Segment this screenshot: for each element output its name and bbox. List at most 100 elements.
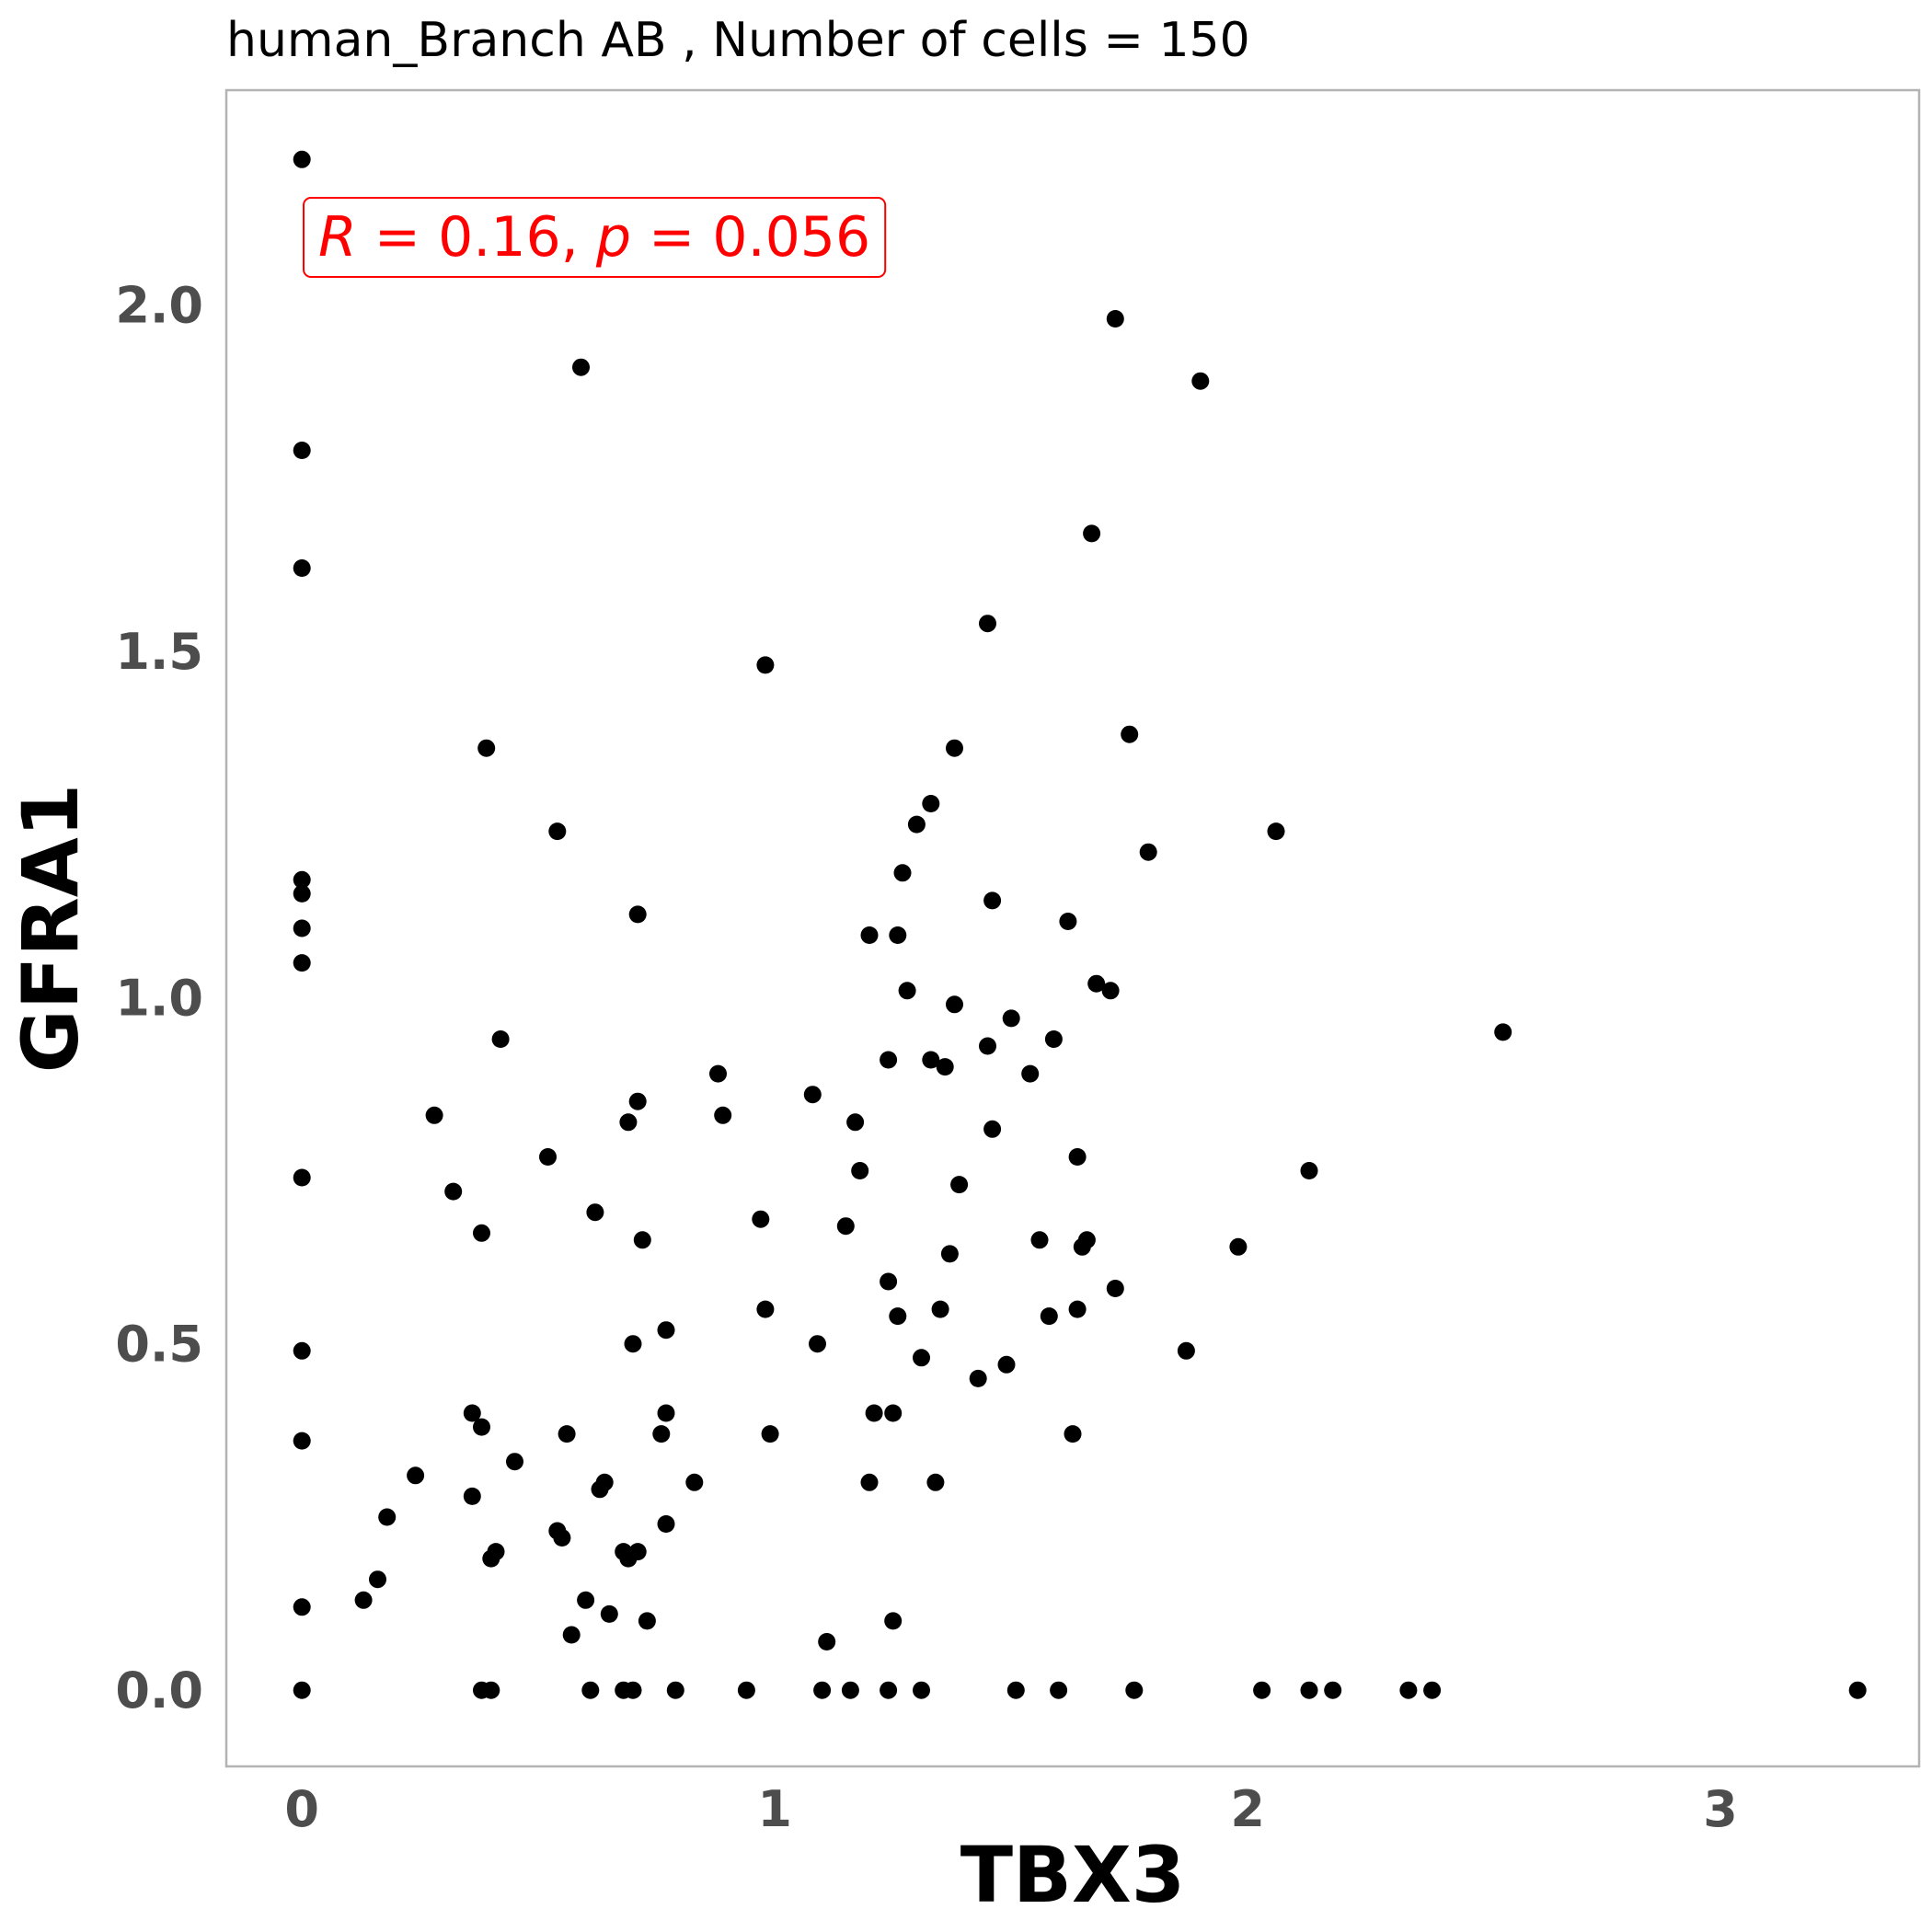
data-point	[846, 1113, 865, 1132]
p-equals: =	[631, 205, 712, 270]
data-points	[293, 150, 1867, 1699]
y-axis-label: GFRA1	[6, 784, 96, 1073]
data-point	[813, 1681, 832, 1699]
data-point	[293, 1432, 311, 1450]
data-point	[293, 1681, 311, 1699]
data-point	[657, 1404, 675, 1422]
data-point	[926, 1473, 945, 1491]
data-point	[889, 1307, 907, 1326]
data-point	[1324, 1681, 1342, 1699]
data-point	[293, 870, 311, 889]
data-point	[893, 864, 912, 882]
data-point	[803, 1086, 822, 1104]
data-point	[936, 1058, 954, 1076]
data-point	[1068, 1148, 1087, 1166]
data-point	[1044, 1030, 1063, 1048]
data-point	[628, 905, 647, 924]
x-tick-label: 0	[284, 1780, 319, 1838]
data-point	[657, 1321, 675, 1340]
data-point	[444, 1182, 463, 1201]
data-point	[473, 1224, 490, 1242]
r-value: 0.16	[438, 205, 561, 270]
data-point	[1423, 1681, 1442, 1699]
chart-title: human_Branch AB , Number of cells = 150	[226, 13, 1250, 68]
data-point	[463, 1404, 481, 1422]
data-point	[752, 1210, 770, 1228]
data-point	[1300, 1162, 1318, 1179]
data-point	[378, 1508, 397, 1526]
data-point	[946, 739, 963, 757]
x-axis-ticks: 0 1 2 3	[284, 1780, 1737, 1838]
data-point	[1125, 1681, 1144, 1699]
data-point	[1139, 843, 1157, 861]
data-point	[969, 1369, 987, 1387]
data-point	[761, 1425, 779, 1443]
annotation-comma: ,	[561, 205, 596, 270]
data-point	[979, 1037, 996, 1055]
correlation-annotation: R = 0.16, p = 0.056	[303, 197, 887, 278]
data-point	[1101, 982, 1120, 1000]
y-axis-ticks: 0.0 0.5 1.0 1.5 2.0	[115, 276, 203, 1719]
data-point	[983, 1120, 1002, 1138]
data-point	[1040, 1307, 1058, 1326]
data-point	[293, 954, 311, 972]
r-equals: =	[357, 205, 438, 270]
data-point	[685, 1473, 704, 1491]
x-tick-label: 2	[1230, 1780, 1265, 1838]
data-point	[1077, 1231, 1096, 1249]
data-point	[548, 822, 567, 841]
data-point	[506, 1453, 523, 1471]
data-point	[737, 1681, 755, 1699]
data-point	[1106, 1280, 1124, 1297]
annotation-text: R = 0.16, p = 0.056	[318, 205, 870, 270]
data-point	[889, 926, 907, 944]
data-point	[553, 1529, 571, 1547]
data-point	[1848, 1681, 1867, 1699]
data-point	[562, 1626, 581, 1644]
data-point	[898, 982, 916, 1000]
data-point	[709, 1064, 727, 1083]
data-point	[979, 615, 996, 633]
data-point	[1087, 974, 1106, 993]
data-point	[1229, 1237, 1248, 1256]
data-point	[628, 1543, 647, 1561]
data-point	[714, 1106, 732, 1124]
data-point	[407, 1466, 425, 1485]
data-point	[619, 1113, 638, 1132]
data-point	[756, 656, 775, 674]
data-point	[913, 1349, 930, 1367]
data-point	[482, 1681, 500, 1699]
annotation-box	[303, 197, 887, 278]
data-point	[477, 739, 496, 757]
data-point	[293, 559, 311, 577]
x-tick-label: 1	[757, 1780, 792, 1838]
data-point	[628, 1092, 647, 1110]
data-point	[293, 919, 311, 937]
data-point	[1399, 1681, 1418, 1699]
data-point	[293, 884, 311, 903]
data-point	[880, 1681, 898, 1699]
data-point	[1002, 1009, 1020, 1028]
data-point	[577, 1591, 595, 1609]
data-point	[946, 995, 963, 1014]
data-point	[880, 1051, 898, 1069]
data-point	[983, 891, 1002, 910]
data-point	[666, 1681, 684, 1699]
data-point	[809, 1335, 826, 1353]
data-point	[1021, 1064, 1040, 1083]
data-point	[940, 1245, 959, 1263]
data-point	[841, 1681, 859, 1699]
data-point	[1068, 1300, 1087, 1318]
data-point	[652, 1425, 671, 1443]
data-point	[1267, 822, 1285, 841]
data-point	[638, 1612, 656, 1630]
data-point	[836, 1217, 855, 1236]
data-point	[354, 1591, 373, 1609]
data-point	[487, 1543, 505, 1561]
data-point	[1083, 524, 1101, 543]
data-point	[997, 1355, 1016, 1374]
data-point	[1059, 913, 1077, 930]
data-point	[1050, 1681, 1068, 1699]
data-point	[1177, 1341, 1195, 1360]
